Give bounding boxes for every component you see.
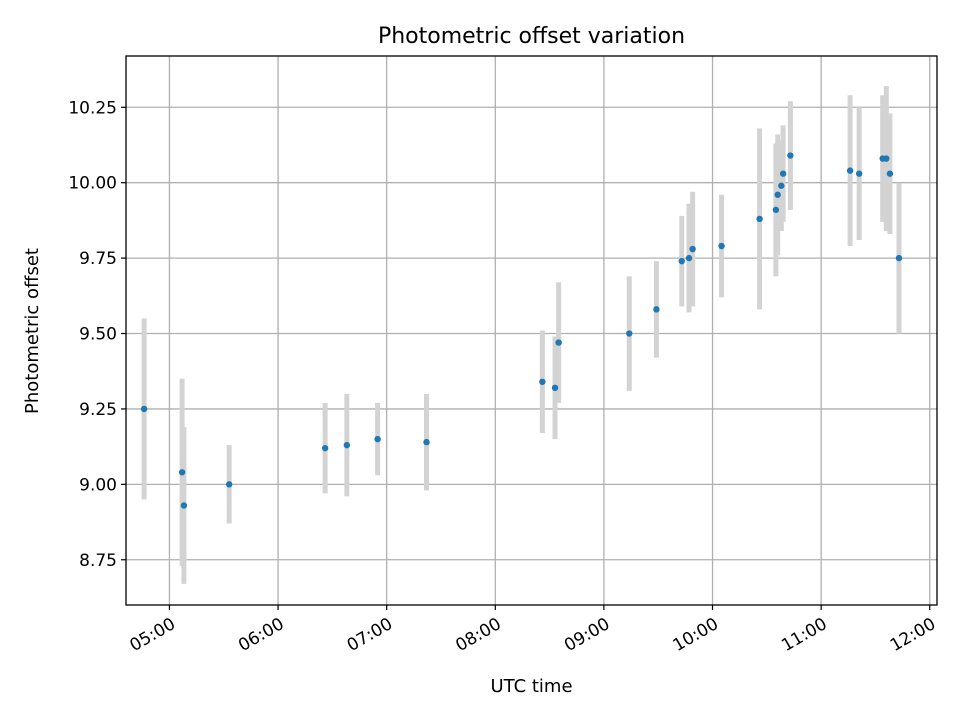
data-point [321,444,329,452]
data-point [855,170,863,177]
x-axis-label: UTC time [490,676,572,697]
data-point [883,155,890,162]
tick-layer: 05:00 06:00 07:00 08:00 09:00 10:00 11:00 12:00… [68,98,939,656]
y-tick-label: 8.75 [79,551,117,571]
errorbar-layer [141,86,902,584]
data-point [551,384,559,392]
data-point [626,330,633,337]
data-point [423,438,430,446]
point-layer [140,152,903,509]
data-point [779,170,787,177]
data-point [678,257,685,265]
data-point [886,170,894,177]
y-tick-label: 10.00 [68,174,117,194]
data-point [225,481,233,488]
data-point [846,167,854,174]
y-tick-label: 10.25 [68,98,117,118]
y-tick-label: 9.50 [79,325,117,345]
data-point [718,242,725,250]
data-point [180,502,188,509]
data-point [774,191,781,198]
data-point [787,152,794,159]
y-tick-label: 9.75 [79,249,117,269]
y-axis-label: Photometric offset [22,248,43,414]
data-point [689,245,696,253]
x-tick-label: 09:00 [561,614,613,656]
plot-frame [125,55,938,606]
grid-layer [126,56,937,605]
data-point [343,441,351,449]
x-tick-label: 06:00 [235,614,287,656]
x-tick-label: 08:00 [452,614,504,656]
data-point [374,435,381,443]
x-tick-label: 10:00 [670,614,722,656]
y-tick-label: 9.25 [79,400,117,420]
data-point [539,378,546,385]
x-tick-label: 07:00 [344,614,396,656]
data-point [178,469,186,476]
data-point [555,339,562,346]
x-tick-label: 11:00 [778,614,830,656]
data-point [140,405,148,413]
y-tick-label: 9.00 [79,475,117,495]
data-point [778,182,785,189]
x-tick-label: 05:00 [127,614,179,656]
data-point [895,254,903,262]
x-tick-label: 12:00 [887,614,939,656]
data-point [772,206,780,214]
chart-title: Photometric offset variation [378,24,685,49]
data-point [756,215,763,223]
data-point [653,306,660,313]
data-point [685,254,693,262]
